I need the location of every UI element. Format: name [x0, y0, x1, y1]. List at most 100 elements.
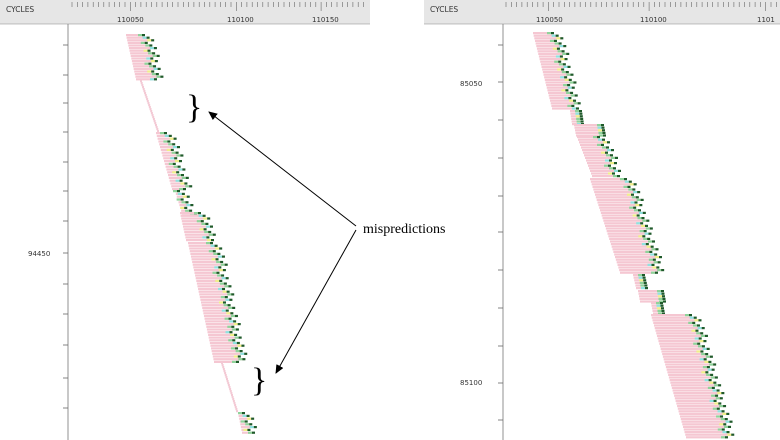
commit-mark [221, 255, 225, 258]
stage-mark [225, 298, 230, 301]
instruction-bar [609, 237, 649, 240]
commit-mark [146, 36, 150, 39]
stage-mark [717, 392, 722, 395]
commit-mark [198, 212, 201, 215]
stage-mark [147, 70, 152, 73]
instruction-bar [663, 358, 705, 361]
stage-mark [176, 198, 181, 201]
instruction-bar [208, 333, 236, 336]
instruction-bar [169, 179, 181, 182]
stage-mark [710, 376, 715, 379]
instruction-bar [605, 224, 646, 227]
commit-mark [632, 188, 636, 191]
instruction-bar [665, 363, 715, 366]
stage-mark [151, 73, 156, 76]
commit-mark [635, 196, 639, 199]
stage-mark [707, 386, 712, 389]
commit-mark [643, 279, 647, 282]
commit-mark [244, 352, 248, 355]
commit-mark [718, 402, 722, 405]
stage-mark [646, 245, 651, 248]
stage-mark [224, 285, 229, 288]
stage-mark [163, 140, 168, 143]
commit-mark [612, 172, 615, 175]
stage-mark [623, 185, 628, 188]
commit-mark [645, 224, 648, 227]
instruction-bar [128, 44, 151, 47]
instruction-bar [659, 345, 703, 348]
commit-mark [560, 37, 564, 40]
stage-mark [210, 244, 215, 247]
commit-mark [642, 235, 646, 238]
instruction-bar [195, 274, 223, 277]
stage-mark [559, 45, 564, 48]
instruction-bar [191, 258, 217, 261]
commit-mark [153, 47, 157, 50]
commit-mark [724, 418, 728, 421]
stage-mark [238, 358, 243, 361]
stage-mark [717, 428, 722, 431]
stage-mark [651, 271, 655, 274]
stage-mark [657, 290, 661, 293]
commit-mark [185, 201, 189, 204]
commit-mark [561, 50, 565, 53]
instruction-bar [577, 136, 598, 139]
stage-mark [659, 300, 663, 303]
instruction-bar [184, 230, 210, 234]
commit-mark [168, 134, 172, 137]
instruction-bar [160, 148, 172, 151]
commit-mark [645, 243, 649, 246]
commit-mark [154, 60, 158, 63]
commit-mark [661, 307, 664, 310]
stage-mark [566, 73, 571, 76]
instruction-bar [542, 71, 567, 74]
commit-mark [181, 192, 185, 195]
instruction-bar [128, 47, 155, 50]
commit-mark [692, 321, 696, 324]
commit-mark [221, 274, 225, 277]
commit-mark [697, 342, 701, 345]
commit-mark [645, 287, 648, 290]
stage-mark [598, 138, 602, 141]
stage-mark [719, 405, 724, 408]
stage-mark [173, 190, 177, 193]
commit-mark [190, 204, 194, 207]
stage-mark [223, 304, 228, 307]
instruction-bar [206, 325, 233, 328]
commit-mark [636, 214, 640, 217]
stage-mark [639, 279, 644, 282]
stage-mark [701, 353, 706, 356]
commit-mark [709, 355, 713, 358]
instruction-bar [548, 91, 572, 94]
commit-mark [637, 191, 641, 194]
instruction-bar [152, 118, 155, 121]
commit-mark [721, 428, 725, 431]
instruction-bar [653, 321, 694, 324]
instruction-bar [599, 206, 635, 209]
instruction-bar [157, 130, 159, 133]
instruction-bar [575, 129, 603, 132]
stage-mark [180, 206, 185, 209]
commit-mark [713, 399, 717, 402]
commit-mark [659, 256, 662, 259]
stage-mark [633, 191, 638, 194]
commit-mark [253, 426, 257, 429]
commit-mark [606, 146, 609, 149]
commit-mark [648, 232, 652, 235]
stage-mark [597, 126, 602, 129]
stage-mark [575, 110, 579, 113]
instruction-bar [213, 358, 244, 361]
instruction-bar [170, 182, 186, 185]
instruction-bar [538, 52, 568, 55]
stage-mark [228, 306, 233, 309]
commit-mark [186, 195, 190, 198]
instruction-bar [596, 198, 642, 201]
stage-mark [709, 399, 714, 402]
instruction-bar [196, 279, 221, 282]
commit-mark [181, 174, 184, 177]
commit-mark [700, 350, 704, 353]
instruction-bar [168, 174, 182, 177]
commit-mark [179, 179, 183, 182]
commit-mark [714, 376, 718, 379]
stage-mark [208, 233, 213, 236]
